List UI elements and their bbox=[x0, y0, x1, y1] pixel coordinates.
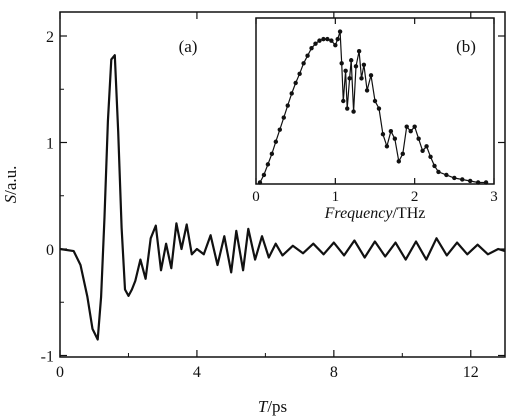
panel-label-a: (a) bbox=[179, 37, 198, 56]
spectrum-point bbox=[277, 127, 282, 132]
spectrum-point bbox=[301, 61, 306, 66]
spectrum-point bbox=[333, 42, 338, 48]
spectrum-point bbox=[305, 53, 310, 58]
x-axis-title: T/ps bbox=[258, 397, 287, 416]
x-tick-label: 12 bbox=[463, 364, 479, 381]
spectrum-point bbox=[356, 49, 362, 54]
spectrum-point bbox=[396, 159, 401, 164]
spectrum-point bbox=[432, 163, 437, 169]
y-tick-label: 0 bbox=[46, 242, 54, 259]
y-axis-title: S/a.u. bbox=[1, 166, 20, 204]
spectrum-point bbox=[343, 68, 348, 74]
spectrum-point bbox=[444, 172, 449, 178]
spectrum-point bbox=[339, 61, 344, 66]
spectrum-point bbox=[261, 172, 267, 178]
spectrum-point bbox=[416, 136, 421, 141]
spectrum-point bbox=[475, 180, 481, 185]
spectrum-point bbox=[420, 148, 425, 153]
spectrum-point bbox=[408, 128, 413, 134]
spectrum-point bbox=[309, 45, 314, 51]
spectrum-point bbox=[273, 139, 279, 144]
spectrum-point bbox=[368, 73, 374, 78]
spectrum-point bbox=[452, 175, 457, 181]
spectrum-point bbox=[347, 76, 352, 81]
spectrum-point bbox=[341, 98, 346, 104]
spectrum-point bbox=[361, 62, 367, 67]
x-tick-label: 4 bbox=[193, 364, 201, 381]
y-tick-label: 1 bbox=[46, 136, 54, 153]
spectrum-point bbox=[297, 71, 302, 77]
waveform-line bbox=[59, 54, 506, 341]
spectrum-point bbox=[388, 128, 394, 134]
panel-label-b: (b) bbox=[456, 37, 476, 56]
spectrum-point bbox=[281, 115, 286, 120]
spectrum-point bbox=[289, 91, 294, 96]
inset-x-tick-label: 0 bbox=[252, 189, 260, 205]
inset-plot: 0 1 2 3 Frequency/THz (b) bbox=[252, 17, 498, 222]
spectrum-point bbox=[483, 180, 489, 185]
x-tick-label: 0 bbox=[56, 364, 64, 381]
spectrum-point bbox=[400, 151, 405, 157]
spectrum-point bbox=[359, 76, 364, 81]
spectrum-point bbox=[293, 80, 298, 86]
spectrum-point bbox=[384, 144, 390, 149]
spectrum-point bbox=[412, 124, 417, 129]
spectrum-point bbox=[428, 154, 433, 160]
y-tick-label: 2 bbox=[46, 29, 54, 46]
plot-frame bbox=[59, 11, 506, 358]
inset-x-tick-label: 2 bbox=[411, 189, 419, 205]
inset-x-tick-label: 3 bbox=[490, 189, 498, 205]
spectrum-point bbox=[468, 178, 473, 184]
y-tick-label: -1 bbox=[41, 349, 54, 366]
spectrum-point bbox=[345, 106, 350, 111]
spectrum-point bbox=[376, 106, 382, 111]
spectrum-point bbox=[404, 124, 409, 129]
spectrum-point bbox=[351, 109, 356, 114]
spectrum-point bbox=[337, 29, 343, 34]
spectrum-point bbox=[317, 38, 322, 43]
spectrum-point bbox=[325, 36, 330, 42]
inset-x-axis-title: Frequency/THz bbox=[324, 205, 426, 222]
x-tick-label: 8 bbox=[330, 364, 338, 381]
spectrum-line bbox=[259, 31, 487, 184]
spectrum-point bbox=[335, 36, 340, 42]
spectrum-point bbox=[424, 144, 429, 149]
spectrum-point bbox=[436, 169, 441, 175]
spectrum-point bbox=[321, 36, 326, 42]
spectrum-point bbox=[364, 88, 370, 93]
spectrum-point bbox=[285, 103, 290, 108]
spectrum-point bbox=[392, 136, 398, 141]
spectrum-point bbox=[460, 177, 465, 182]
spectrum-point bbox=[265, 162, 271, 167]
spectrum-point bbox=[380, 132, 386, 137]
inset-x-tick-label: 1 bbox=[332, 189, 340, 205]
spectrum-point bbox=[372, 98, 378, 104]
spectrum-point bbox=[353, 64, 359, 69]
spectrum-point bbox=[269, 151, 275, 157]
spectrum-point bbox=[257, 180, 263, 185]
spectrum-point bbox=[313, 41, 318, 46]
spectrum-point bbox=[349, 58, 354, 63]
spectrum-point bbox=[329, 38, 334, 43]
